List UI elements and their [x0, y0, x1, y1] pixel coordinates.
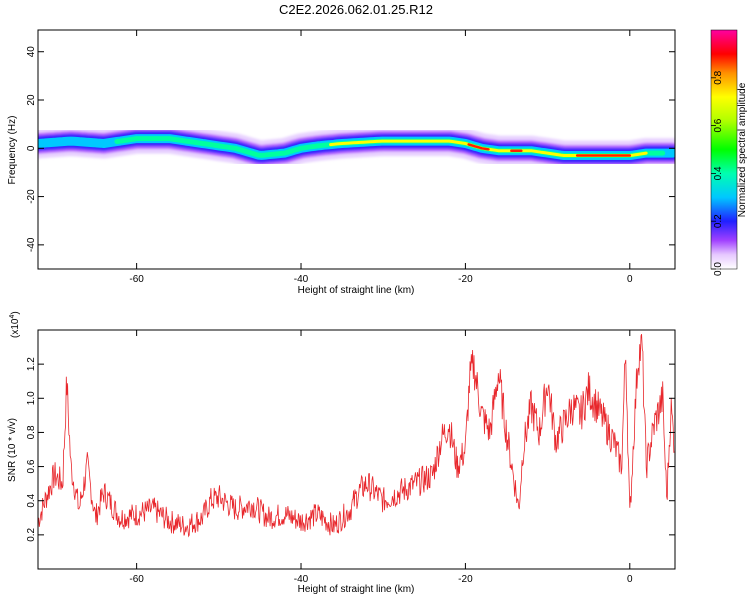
spectrogram-ytick-label: 0: [26, 145, 37, 151]
spectrogram-xtick-label: 0: [627, 274, 633, 285]
snr-ytick-label: 0.6: [26, 459, 37, 473]
colorbar-gradient: [710, 29, 738, 270]
spectrogram-ylabel: Frequency (Hz): [7, 116, 18, 185]
spectrogram-xtick-label: -20: [458, 274, 473, 285]
spectrogram-ytick-label: 40: [26, 46, 37, 58]
snr-ylabel: SNR (10 * v/v): [7, 418, 18, 482]
snr-frame: [37, 329, 676, 570]
spectrogram-xlabel: Height of straight line (km): [298, 285, 415, 296]
spectrogram-panel: -60 -40 -20 0 -40 -20 0 20 40 Height of straight…: [7, 29, 676, 296]
colorbar-tick-label: 0.2: [713, 214, 724, 228]
colorbar-tick-label: 0.6: [713, 118, 724, 132]
spectrogram-ytick-label: -40: [26, 237, 37, 252]
spectrogram-xtick-label: -40: [294, 274, 309, 285]
colorbar-label: Normalized spectral amplitude: [737, 82, 748, 217]
snr-panel: -60 -40 -20 0 0.2 0.4 0.6 0.8 1.0 1.2 Height of s…: [7, 311, 676, 595]
spectrogram-frame: [37, 29, 676, 270]
snr-xtick-label: -20: [458, 574, 473, 585]
snr-xlabel: Height of straight line (km): [298, 584, 415, 595]
snr-ytick-label: 1.2: [26, 357, 37, 371]
spectrogram-peak-red: [467, 143, 632, 157]
snr-xtick-label: -60: [129, 574, 144, 585]
spectrogram-ytick-label: -20: [26, 189, 37, 204]
spectrogram-xtick-label: -60: [129, 274, 144, 285]
snr-ytick-label: 0.4: [26, 493, 37, 507]
snr-xtick-label: 0: [627, 574, 633, 585]
snr-scale-base: (x10: [10, 318, 21, 338]
snr-scale-exponent: 4: [9, 315, 16, 319]
snr-ytick-label: 0.8: [26, 425, 37, 439]
snr-scale-label: (x104): [9, 311, 21, 338]
colorbar: 0.0 0.2 0.4 0.6 0.8 Normalized spectral ampl…: [710, 29, 748, 276]
colorbar-tick-label: 0.4: [713, 166, 724, 180]
snr-scale-suffix: ): [10, 311, 21, 314]
spectrogram-ytick-label: 20: [26, 94, 37, 106]
snr-ytick-label: 1.0: [26, 391, 37, 405]
snr-ytick-label: 0.2: [26, 527, 37, 541]
colorbar-tick-label: 0.0: [713, 262, 724, 276]
snr-xtick-label: -40: [294, 574, 309, 585]
colorbar-tick-label: 0.8: [713, 70, 724, 84]
figure-title: C2E2.2026.062.01.25.R12: [279, 2, 433, 17]
snr-series-line: [38, 334, 675, 538]
spectrogram-image: [38, 123, 675, 171]
